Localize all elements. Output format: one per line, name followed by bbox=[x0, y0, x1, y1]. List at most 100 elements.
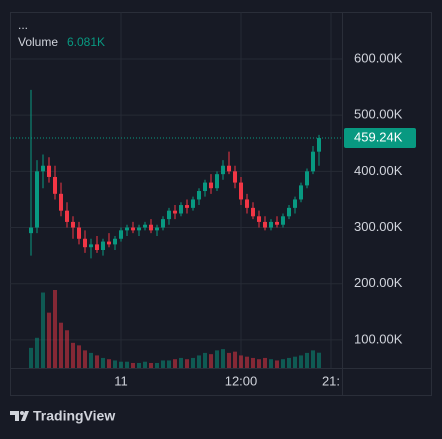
volume-bar bbox=[29, 347, 33, 368]
volume-bar bbox=[35, 337, 39, 368]
volume-bar bbox=[287, 357, 291, 368]
last-price-box bbox=[344, 128, 416, 149]
volume-bar bbox=[179, 357, 183, 368]
volume-bar bbox=[197, 355, 201, 368]
volume-bar bbox=[95, 355, 99, 368]
volume-bars bbox=[29, 290, 321, 368]
volume-bar bbox=[305, 352, 309, 368]
candle-body bbox=[119, 230, 123, 239]
candle-body bbox=[203, 182, 207, 192]
volume-bar bbox=[161, 360, 165, 368]
volume-bar bbox=[131, 362, 135, 368]
volume-bar bbox=[143, 361, 147, 368]
candle-body bbox=[149, 224, 153, 231]
volume-bar bbox=[233, 351, 237, 368]
volume-bar bbox=[155, 362, 159, 368]
volume-bar bbox=[41, 292, 45, 368]
y-tick-label: 300.00K bbox=[354, 219, 403, 234]
candle-body bbox=[89, 244, 93, 248]
candle-body bbox=[107, 241, 111, 245]
volume-bar bbox=[263, 357, 267, 368]
volume-bar bbox=[281, 359, 285, 368]
volume-bar bbox=[209, 354, 213, 368]
last-price-label: 459.24K bbox=[354, 129, 403, 144]
volume-bar bbox=[53, 290, 57, 368]
candle-body bbox=[155, 227, 159, 231]
candle-body bbox=[227, 165, 231, 172]
candle-body bbox=[233, 171, 237, 183]
y-tick-label: 600.00K bbox=[354, 50, 403, 65]
candle-body bbox=[41, 165, 45, 172]
candle-body bbox=[275, 221, 279, 225]
candle-body bbox=[179, 205, 183, 214]
volume-bar bbox=[47, 312, 51, 368]
candle-body bbox=[95, 244, 99, 251]
volume-bar bbox=[83, 350, 87, 368]
candle-body bbox=[191, 199, 195, 208]
volume-bar bbox=[167, 360, 171, 368]
candle-body bbox=[245, 199, 249, 208]
candle-body bbox=[77, 227, 81, 239]
candle-body bbox=[83, 238, 87, 248]
candles bbox=[29, 89, 321, 259]
candle-body bbox=[251, 207, 255, 217]
candle-body bbox=[143, 224, 147, 228]
volume-bar bbox=[245, 356, 249, 368]
candle-body bbox=[293, 199, 297, 208]
x-tick-label: 11 bbox=[114, 373, 128, 388]
volume-bar bbox=[101, 357, 105, 368]
candle-body bbox=[185, 205, 189, 208]
volume-bar bbox=[125, 361, 129, 368]
volume-bar bbox=[77, 345, 81, 368]
candle-body bbox=[47, 165, 51, 177]
volume-bar bbox=[137, 362, 141, 368]
candle-body bbox=[113, 238, 117, 245]
candle-body bbox=[53, 176, 57, 194]
candle-body bbox=[209, 182, 213, 189]
candle-body bbox=[281, 216, 285, 225]
volume-bar bbox=[239, 355, 243, 368]
volume-bar bbox=[311, 350, 315, 368]
volume-title: Volume bbox=[18, 35, 58, 49]
candle-body bbox=[167, 210, 171, 220]
volume-bar bbox=[89, 352, 93, 368]
candle-body bbox=[263, 221, 267, 228]
candle-body bbox=[125, 227, 129, 231]
y-tick-label: 200.00K bbox=[354, 275, 403, 290]
candle-body bbox=[197, 191, 201, 200]
volume-bar bbox=[59, 322, 63, 368]
volume-bar bbox=[119, 361, 123, 368]
candle-body bbox=[215, 174, 219, 189]
candle-body bbox=[239, 182, 243, 200]
y-tick-label: 100.00K bbox=[354, 331, 403, 346]
candle-body bbox=[131, 227, 135, 231]
symbol: ... bbox=[18, 18, 28, 32]
volume-bar bbox=[107, 359, 111, 368]
volume-bar bbox=[149, 362, 153, 368]
candle-body bbox=[173, 210, 177, 214]
candle-body bbox=[161, 219, 165, 228]
grid bbox=[10, 12, 342, 368]
volume-bar bbox=[185, 359, 189, 368]
overlay: 459.24K bbox=[10, 128, 416, 149]
volume-bar bbox=[173, 359, 177, 368]
candle-body bbox=[311, 151, 315, 172]
volume-bar bbox=[293, 356, 297, 368]
candle-body bbox=[287, 207, 291, 217]
volume-bar bbox=[113, 360, 117, 368]
y-tick-label: 400.00K bbox=[354, 163, 403, 178]
candle-body bbox=[29, 227, 33, 234]
volume-bar bbox=[203, 352, 207, 368]
y-tick-label: 500.00K bbox=[354, 107, 403, 122]
volume-bar bbox=[299, 355, 303, 368]
volume-bar bbox=[275, 360, 279, 368]
volume-bar bbox=[221, 349, 225, 368]
volume-bar bbox=[65, 330, 69, 368]
x-tick-label: 21: bbox=[322, 373, 340, 388]
candle-body bbox=[137, 227, 141, 231]
volume-bar bbox=[227, 352, 231, 368]
candle-body bbox=[299, 185, 303, 200]
candle-body bbox=[317, 138, 321, 152]
